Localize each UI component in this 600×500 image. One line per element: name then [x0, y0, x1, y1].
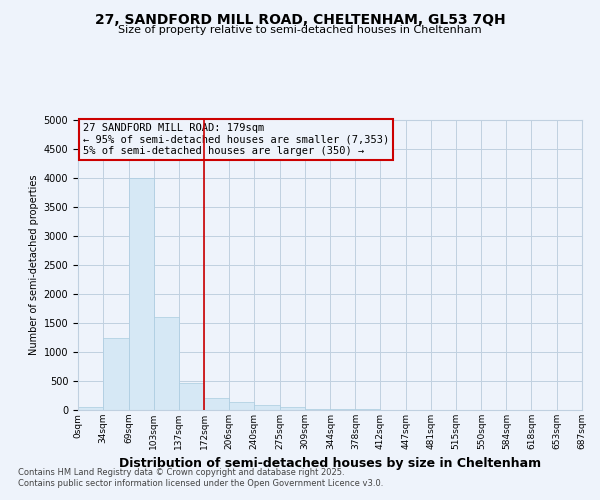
Bar	[154, 317, 179, 410]
Bar	[78, 407, 103, 410]
Text: 27, SANDFORD MILL ROAD, CHELTENHAM, GL53 7QH: 27, SANDFORD MILL ROAD, CHELTENHAM, GL53…	[95, 12, 505, 26]
Bar	[128, 178, 154, 410]
Y-axis label: Number of semi-detached properties: Number of semi-detached properties	[29, 175, 40, 355]
Text: Contains HM Land Registry data © Crown copyright and database right 2025.
Contai: Contains HM Land Registry data © Crown c…	[18, 468, 383, 487]
Bar	[204, 398, 229, 410]
Text: Size of property relative to semi-detached houses in Cheltenham: Size of property relative to semi-detach…	[118, 25, 482, 35]
Text: 27 SANDFORD MILL ROAD: 179sqm
← 95% of semi-detached houses are smaller (7,353)
: 27 SANDFORD MILL ROAD: 179sqm ← 95% of s…	[83, 123, 389, 156]
Bar	[280, 407, 305, 410]
Bar	[179, 382, 204, 410]
Bar	[305, 408, 331, 410]
Bar	[331, 409, 355, 410]
Bar	[103, 338, 128, 410]
X-axis label: Distribution of semi-detached houses by size in Cheltenham: Distribution of semi-detached houses by …	[119, 458, 541, 470]
Bar	[229, 402, 254, 410]
Bar	[254, 406, 280, 410]
